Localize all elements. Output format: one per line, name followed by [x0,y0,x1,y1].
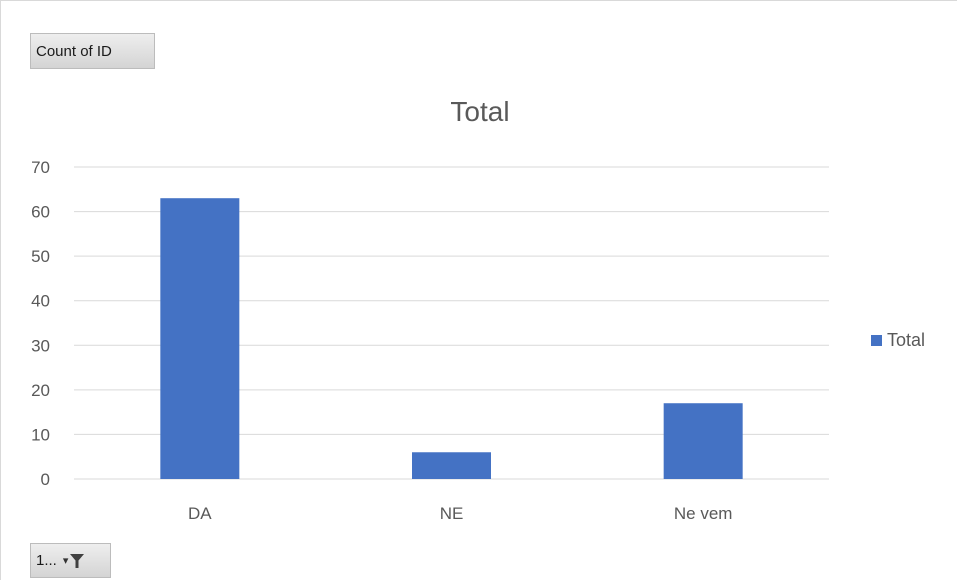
bar-ne[interactable] [412,452,491,479]
legend-swatch [871,335,882,346]
bar-ne-vem[interactable] [663,403,743,479]
y-tick-label: 60 [31,203,50,222]
y-tick-label: 10 [31,425,50,444]
value-field-label: Count of ID [36,42,112,60]
bar-da[interactable] [160,198,240,479]
legend: Total [871,330,925,351]
y-tick-label: 20 [31,381,50,400]
y-tick-label: 40 [31,292,50,311]
x-tick-label: DA [188,504,212,523]
dropdown-arrow-icon: ▾ [62,555,69,567]
filter-icon [70,553,85,568]
y-tick-label: 0 [41,470,50,489]
legend-label: Total [887,330,926,350]
y-tick-label: 50 [31,247,50,266]
x-tick-label: Ne vem [674,504,733,523]
chart-title: Total [450,96,510,127]
y-tick-label: 70 [31,158,50,177]
y-tick-label: 30 [31,336,50,355]
axis-field-button[interactable]: 1... ▾ [30,543,111,578]
x-tick-label: NE [440,504,464,523]
axis-field-label: 1... [36,552,57,569]
value-field-button[interactable]: Count of ID [30,33,155,69]
